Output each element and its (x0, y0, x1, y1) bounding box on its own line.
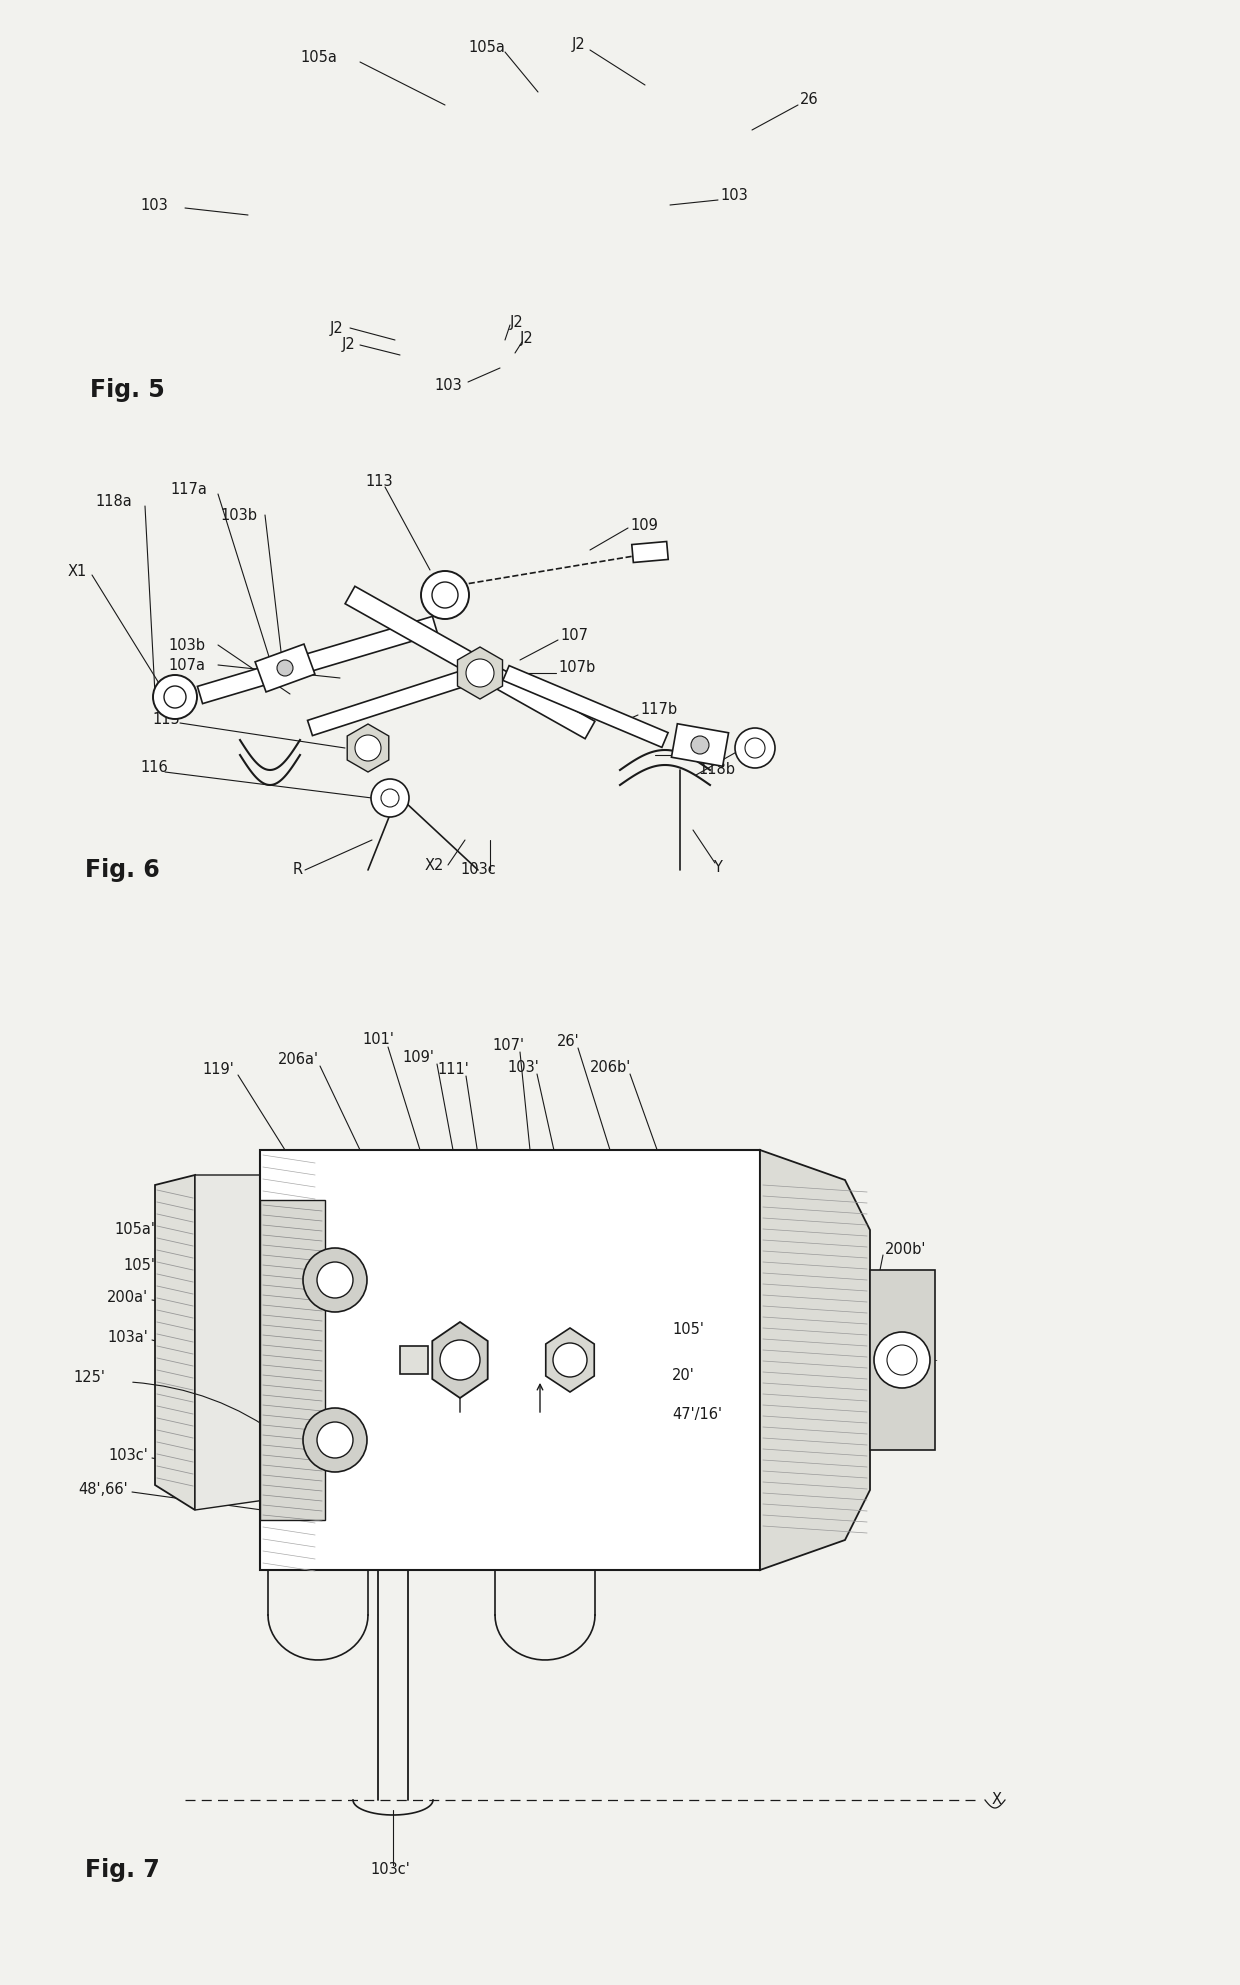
Circle shape (277, 659, 293, 677)
Text: J2: J2 (572, 36, 585, 52)
Text: 116: 116 (140, 760, 167, 776)
Circle shape (432, 582, 458, 607)
Polygon shape (671, 725, 729, 766)
Text: 107b: 107b (558, 661, 595, 675)
Text: J2: J2 (510, 314, 523, 330)
Circle shape (874, 1332, 930, 1388)
Text: 105a: 105a (300, 50, 337, 66)
Polygon shape (155, 1175, 195, 1511)
Circle shape (466, 659, 494, 687)
Text: 103c: 103c (460, 863, 496, 877)
Text: R: R (293, 863, 303, 877)
Text: 103: 103 (140, 197, 167, 212)
Circle shape (371, 778, 409, 818)
Text: X: X (992, 1792, 1002, 1808)
Circle shape (303, 1407, 367, 1473)
Text: 101': 101' (362, 1032, 394, 1048)
Circle shape (422, 572, 469, 619)
Text: 103c': 103c' (108, 1447, 148, 1463)
Text: J2: J2 (330, 320, 343, 335)
Text: 103: 103 (720, 187, 748, 202)
Text: 200a': 200a' (107, 1290, 148, 1306)
Text: 48',66': 48',66' (78, 1483, 128, 1497)
Text: 103a': 103a' (107, 1330, 148, 1346)
Text: 103c: 103c (680, 742, 715, 758)
Polygon shape (195, 1175, 265, 1511)
Text: 107: 107 (560, 627, 588, 643)
Polygon shape (260, 1201, 325, 1521)
Circle shape (153, 675, 197, 719)
Circle shape (355, 734, 381, 760)
Circle shape (317, 1262, 353, 1298)
Text: 105a': 105a' (114, 1223, 155, 1237)
Text: 109': 109' (402, 1050, 434, 1066)
Polygon shape (458, 647, 502, 699)
Polygon shape (401, 1346, 428, 1374)
Text: 103c': 103c' (370, 1862, 410, 1878)
Text: 105': 105' (672, 1322, 704, 1338)
Text: 105a: 105a (467, 40, 505, 56)
Circle shape (735, 728, 775, 768)
Circle shape (745, 738, 765, 758)
Text: X1: X1 (68, 564, 87, 580)
Polygon shape (503, 665, 668, 748)
Text: 103': 103' (507, 1060, 539, 1076)
Text: 20': 20' (672, 1368, 694, 1382)
Polygon shape (760, 1149, 870, 1570)
Text: J2: J2 (520, 331, 533, 347)
Polygon shape (433, 1322, 487, 1397)
Text: 113: 113 (365, 474, 393, 490)
Circle shape (553, 1344, 587, 1378)
Circle shape (317, 1421, 353, 1459)
Text: 103b: 103b (219, 508, 257, 522)
Text: 103: 103 (434, 377, 461, 393)
Text: 119': 119' (202, 1062, 234, 1078)
Polygon shape (345, 586, 595, 738)
Text: 107a: 107a (167, 657, 205, 673)
Circle shape (303, 1249, 367, 1312)
Polygon shape (255, 643, 315, 693)
Text: 107': 107' (492, 1038, 525, 1052)
Text: 47'/16': 47'/16' (672, 1407, 722, 1423)
Text: 111': 111' (438, 1062, 469, 1078)
Circle shape (440, 1340, 480, 1380)
Text: X2: X2 (425, 858, 444, 873)
Polygon shape (870, 1270, 935, 1449)
Text: Fig. 7: Fig. 7 (86, 1858, 160, 1882)
Text: 26': 26' (557, 1034, 579, 1050)
Text: 117a: 117a (170, 482, 207, 498)
Text: 118a: 118a (95, 494, 131, 510)
Polygon shape (308, 665, 482, 736)
Text: 117b: 117b (640, 703, 677, 717)
Text: 26: 26 (800, 93, 818, 107)
Text: 105': 105' (123, 1258, 155, 1272)
Polygon shape (197, 617, 438, 703)
Text: 103b: 103b (167, 637, 205, 653)
Circle shape (164, 687, 186, 709)
Text: 118b: 118b (698, 762, 735, 778)
Text: 115: 115 (153, 713, 180, 727)
Text: Fig. 5: Fig. 5 (91, 377, 165, 403)
Text: Fig. 6: Fig. 6 (86, 858, 160, 881)
Text: 105a': 105a' (895, 1288, 936, 1302)
Text: 200b': 200b' (885, 1243, 926, 1258)
Polygon shape (632, 542, 668, 562)
Text: 109: 109 (630, 518, 658, 532)
Circle shape (381, 788, 399, 808)
Circle shape (887, 1346, 918, 1376)
Polygon shape (546, 1328, 594, 1391)
Text: 125': 125' (73, 1370, 105, 1386)
Text: 206b': 206b' (590, 1060, 631, 1076)
Circle shape (691, 736, 709, 754)
Text: Y: Y (713, 861, 722, 875)
Text: 206a': 206a' (278, 1052, 319, 1068)
Polygon shape (260, 1149, 760, 1570)
Text: J2: J2 (342, 337, 356, 353)
Polygon shape (347, 725, 389, 772)
